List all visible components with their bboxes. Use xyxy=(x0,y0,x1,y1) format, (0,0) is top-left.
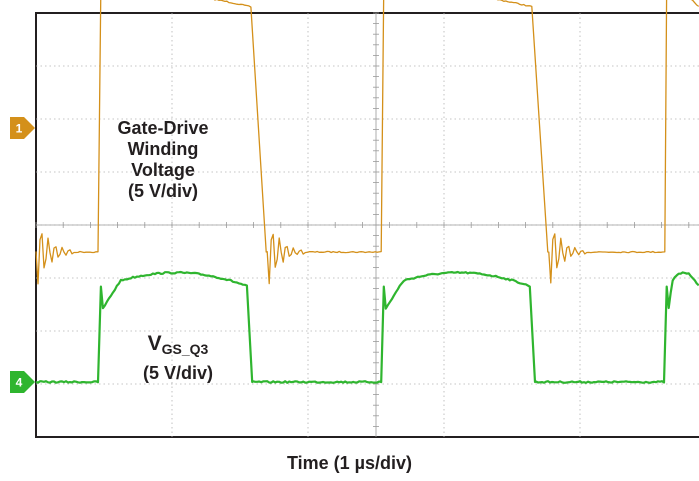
channel-1-label-line: Voltage xyxy=(131,160,195,180)
channel-1-marker-label: 1 xyxy=(16,121,23,135)
x-axis-label: Time (1 µs/div) xyxy=(286,453,413,473)
channel-4-marker-shape xyxy=(10,371,35,393)
trace-channel-4 xyxy=(35,270,699,384)
channel-4-marker: 4 xyxy=(10,371,35,393)
channel-4-label-main: V xyxy=(147,332,162,355)
channel-1-label-line: (5 V/div) xyxy=(127,181,198,201)
grid xyxy=(35,12,699,437)
channel-1-label-line: Gate-Drive xyxy=(117,118,209,138)
channel-1-marker-shape xyxy=(10,116,35,139)
channel-4-marker-label: 4 xyxy=(16,376,23,390)
channel-4-label-scale: (5 V/div) xyxy=(142,363,213,383)
channel-markers: 14 xyxy=(10,116,35,393)
trace-channel-1 xyxy=(35,0,699,285)
channel-4-label-subscript: GS_Q3 xyxy=(161,341,209,357)
channel-1-marker: 1 xyxy=(10,116,35,139)
channel-4-label: VGS_Q3 (5 V/div) xyxy=(128,332,228,385)
traces xyxy=(35,0,699,384)
channel-1-label: Gate-Drive Winding Voltage (5 V/div) xyxy=(103,118,223,202)
channel-1-label-line: Winding xyxy=(127,139,199,159)
